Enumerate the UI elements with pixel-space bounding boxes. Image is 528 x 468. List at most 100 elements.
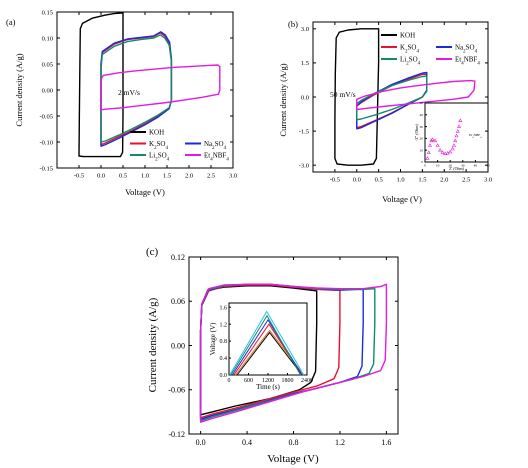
x-tick-label: 0.8	[289, 438, 299, 447]
gcd-curve	[230, 314, 301, 376]
y-tick-label: 0.15	[42, 9, 53, 16]
panel-label: (a)	[6, 17, 16, 27]
x-tick-label: 2.0	[440, 177, 448, 184]
inset-x-label: Time (s)	[256, 383, 280, 391]
legend-label: Na2SO4	[455, 44, 478, 55]
inset-y-tick-label: 10	[420, 148, 424, 152]
y-tick-label: -1.5	[299, 128, 309, 135]
inset-y-tick-label: 0.8	[220, 339, 228, 345]
legend: KOH K2SO4 Na2SO4 Li2SO4 Et4NBF4	[130, 129, 229, 163]
inset-y-label: Voltage (V)	[209, 322, 217, 355]
x-tick-label: 0.0	[97, 173, 105, 180]
x-tick-label: 3.0	[229, 173, 237, 180]
x-tick-label: 2.0	[185, 173, 193, 180]
x-tick-label: -0.5	[74, 173, 84, 180]
inset-point	[448, 149, 453, 154]
y-tick-label: 0.12	[171, 253, 185, 262]
inset-plot: 0 10 20 30 40 50 0 10 20 30 40 50 Et4NBF4 Z' (Ohm) -Z'…	[414, 101, 490, 171]
cv-curve-li2so4	[356, 75, 428, 121]
inset-x-tick-label: 1800	[282, 378, 294, 384]
inset-point	[450, 146, 455, 151]
y-tick-label: -0.12	[168, 430, 185, 439]
inset-x-tick-label: 0	[228, 378, 231, 384]
cv-curve-na2so4	[356, 71, 428, 130]
inset-point	[454, 133, 459, 138]
inset-point	[438, 147, 443, 152]
cv-curve-li2so4	[100, 34, 173, 143]
inset-point	[427, 143, 433, 147]
cv-curve-et4nbf4	[199, 283, 388, 423]
x-tick-label: 1.0	[396, 177, 404, 184]
cv-curve-koh	[334, 28, 380, 166]
y-tick-label: -0.05	[39, 113, 53, 120]
y-tick-label: -0.15	[39, 165, 53, 172]
inset-point	[456, 124, 462, 128]
inset-x-tick-label: 2400	[301, 378, 313, 384]
y-tick-label: -3.0	[299, 162, 309, 169]
x-tick-label: -0.5	[330, 177, 340, 184]
x-axis-label: Voltage (V)	[267, 453, 319, 465]
legend-label: Et4NBF4	[455, 56, 480, 67]
gcd-curve	[235, 329, 305, 376]
x-tick-label: 2.5	[462, 177, 470, 184]
y-axis-label: Current density (A/g)	[147, 297, 159, 392]
chart-panel-c: 0.0 0.4 0.8 1.2 1.6-0.12-0.060.000.060.12Vol…	[146, 246, 399, 465]
inset-point	[435, 143, 440, 147]
inset-marker-label: Et4NBF4	[469, 133, 482, 139]
legend-label: K2SO4	[400, 44, 419, 55]
cv-curve-et4nbf4	[100, 64, 221, 111]
x-tick-label: 0.5	[375, 177, 383, 184]
x-tick-label: 0.0	[353, 177, 361, 184]
inset-x-tick-label: 1200	[262, 378, 274, 384]
inset-y-tick-label: 50	[420, 101, 424, 105]
inset-x-tick-label: 50	[486, 164, 490, 168]
scan-rate-annotation: 50 mV/s	[330, 90, 356, 99]
legend-label: Et4NBF4	[204, 152, 229, 163]
legend-label: K2SO4	[149, 140, 168, 151]
y-tick-label: 0.05	[42, 61, 53, 68]
inset-x-tick-label: 20	[448, 164, 452, 168]
inset-y-tick-label: 1.6	[220, 305, 228, 311]
inset-x-tick-label: 600	[244, 378, 253, 384]
legend: KOH K2SO4 Na2SO4 Li2SO4 Et4NBF4	[381, 32, 480, 67]
inset-y-tick-label: 30	[420, 125, 424, 129]
y-tick-label: 0.0	[301, 94, 309, 101]
inset-point	[433, 138, 438, 143]
y-tick-label: 0.00	[171, 341, 185, 350]
inset-point	[425, 156, 430, 160]
cv-curve-koh	[199, 285, 318, 416]
inset-y-tick-label: 40	[420, 113, 424, 117]
y-tick-label: 0.10	[42, 35, 53, 42]
inset-y-tick-label: 0	[421, 160, 423, 164]
inset-point	[430, 137, 435, 141]
inset-point	[458, 118, 463, 122]
inset-x-tick-label: 30	[461, 164, 465, 168]
x-tick-label: 0.0	[196, 438, 206, 447]
inset-plot: 0 600 1200 1800 2400 0.0 0.4 0.8 1.2 1.6 Time (s) V…	[209, 302, 313, 391]
x-tick-label: 1.2	[335, 438, 345, 447]
panel-label: (b)	[288, 19, 298, 29]
y-tick-label: -0.10	[39, 139, 53, 146]
inset-y-tick-label: 0.0	[220, 373, 228, 379]
inset-y-tick-label: 20	[420, 137, 424, 141]
legend-label: Na2SO4	[204, 140, 227, 151]
cv-curve-koh	[78, 12, 124, 158]
inset-y-tick-label: 1.2	[220, 322, 228, 328]
gcd-curve	[229, 310, 305, 376]
cv-curve-k2so4	[356, 73, 428, 129]
chart-panel-a: -0.5 0.0 0.5 1.0 1.5 2.0 2.5 3.0 -0.15 -0.10 -0.05…	[6, 9, 237, 197]
x-axis-label: Voltage (V)	[382, 194, 422, 204]
gcd-curve	[231, 318, 303, 376]
legend-label: Li2SO4	[400, 56, 421, 67]
legend-label: Li2SO4	[149, 152, 170, 163]
y-tick-label: -0.06	[168, 386, 185, 395]
x-tick-label: 1.0	[141, 173, 149, 180]
x-tick-label: 3.0	[484, 177, 492, 184]
inset-y-tick-label: 0.4	[220, 356, 228, 362]
x-tick-label: 1.6	[381, 438, 391, 447]
inset-x-label: Z' (Ohm)	[449, 166, 464, 171]
x-tick-label: 1.5	[418, 177, 426, 184]
inset-point	[451, 143, 457, 147]
chart-panel-b: -0.5 0.0 0.5 1.0 1.5 2.0 2.5 3.0 -3.0 -1.5 0.0 1.5 3…	[278, 19, 492, 204]
